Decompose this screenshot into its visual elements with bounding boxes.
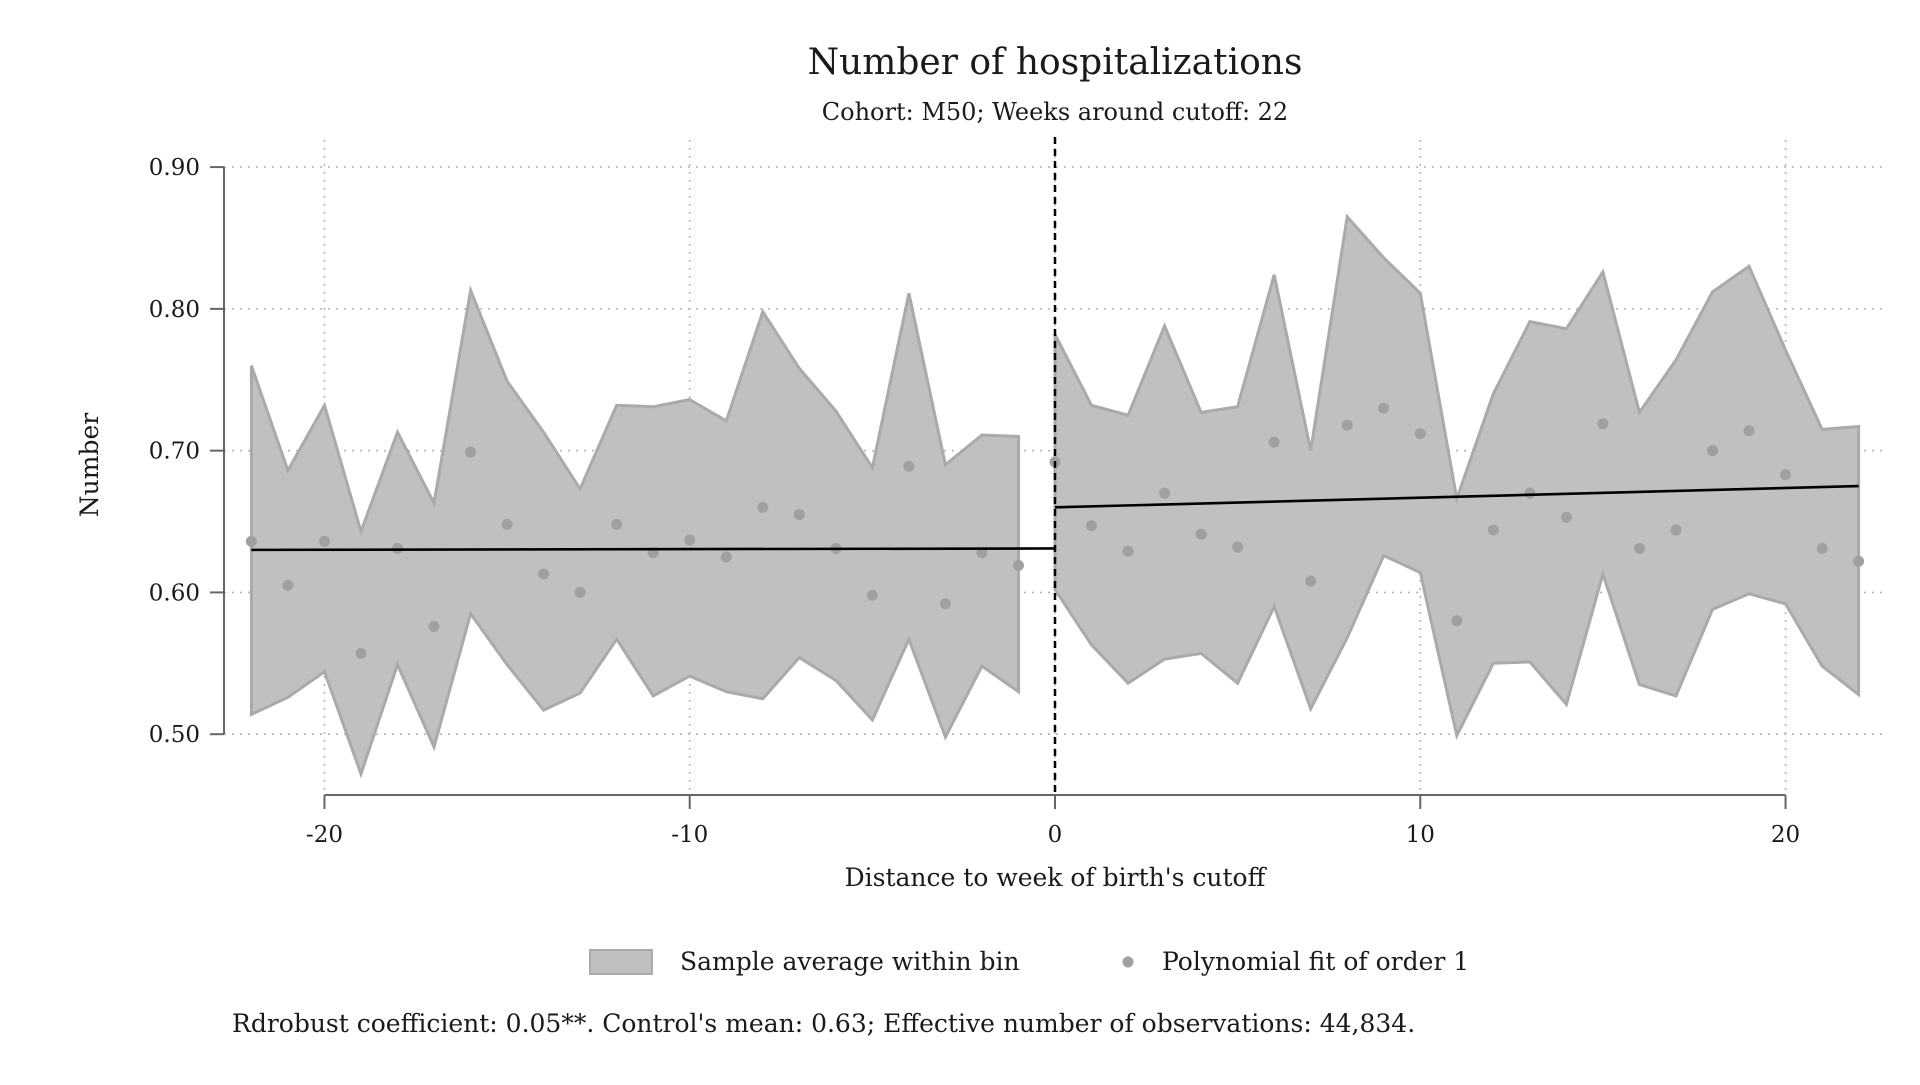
bin-point <box>611 518 623 530</box>
legend-label-band: Sample average within bin <box>680 947 1020 976</box>
bin-point <box>245 535 257 547</box>
bin-point <box>793 508 805 520</box>
bin-point <box>1743 425 1755 437</box>
bin-point <box>465 446 477 458</box>
x-axis-title: Distance to week of birth's cutoff <box>845 863 1268 892</box>
bin-point <box>1232 541 1244 553</box>
bin-point <box>1414 428 1426 440</box>
bin-point <box>355 647 367 659</box>
bin-point <box>318 535 330 547</box>
bin-point <box>1086 520 1098 532</box>
bin-point <box>684 534 696 546</box>
legend-label-points: Polynomial fit of order 1 <box>1162 947 1469 976</box>
bin-point <box>1633 542 1645 554</box>
bin-point <box>1560 511 1572 523</box>
confidence-band-left <box>249 284 1020 779</box>
bin-point <box>1451 615 1463 627</box>
bin-point <box>1378 402 1390 414</box>
chart-note: Rdrobust coefficient: 0.05**. Control's … <box>232 1009 1415 1038</box>
chart-subtitle: Cohort: M50; Weeks around cutoff: 22 <box>822 98 1288 126</box>
bin-point <box>1341 419 1353 431</box>
fit-line-left <box>251 547 1056 552</box>
y-tick-label: 0.70 <box>149 439 200 465</box>
bin-point <box>501 518 513 530</box>
y-tick-label: 0.60 <box>149 580 200 606</box>
bin-point <box>1012 559 1024 571</box>
bin-point <box>976 547 988 559</box>
bin-point <box>1195 528 1207 540</box>
bin-point <box>757 501 769 513</box>
fit-line-right <box>1054 484 1859 509</box>
chart-title: Number of hospitalizations <box>808 42 1303 83</box>
bin-point <box>1597 418 1609 430</box>
bin-point <box>720 551 732 563</box>
confidence-band-right <box>1053 213 1861 741</box>
fit-lines-layer <box>251 484 1859 552</box>
bin-point <box>1853 555 1865 567</box>
bin-point <box>574 586 586 598</box>
x-tick-label: 20 <box>1771 822 1800 848</box>
y-tick-label: 0.90 <box>149 155 200 181</box>
bin-point <box>1670 524 1682 536</box>
bin-point <box>1816 542 1828 554</box>
legend: Sample average within bin Polynomial fit… <box>589 947 1469 976</box>
axes-layer: 0.50 0.60 0.70 0.80 0.90 -20 -10 0 10 20 <box>149 155 1800 848</box>
confidence-band-layer <box>249 213 1861 779</box>
x-tick-label: 0 <box>1048 822 1063 848</box>
bin-point <box>1780 469 1792 481</box>
bin-point <box>282 579 294 591</box>
x-tick-label: -10 <box>671 822 708 848</box>
y-tick-label: 0.50 <box>149 722 200 748</box>
bin-point <box>1487 524 1499 536</box>
bin-point <box>538 568 550 580</box>
legend-swatch-band <box>589 949 653 975</box>
legend-marker-points <box>1122 956 1134 968</box>
y-axis-title: Number <box>75 413 104 517</box>
bin-point <box>1122 545 1134 557</box>
bin-point <box>428 620 440 632</box>
bin-point <box>939 598 951 610</box>
bin-point <box>1524 487 1536 499</box>
bin-point <box>903 460 915 472</box>
x-tick-label: 10 <box>1406 822 1435 848</box>
bin-point <box>1268 436 1280 448</box>
bin-points-layer <box>245 402 1865 659</box>
y-tick-label: 0.80 <box>149 297 200 323</box>
bin-point <box>1305 575 1317 587</box>
x-tick-label: -20 <box>306 822 343 848</box>
bin-point <box>1706 445 1718 457</box>
bin-point <box>866 589 878 601</box>
bin-point <box>1159 487 1171 499</box>
